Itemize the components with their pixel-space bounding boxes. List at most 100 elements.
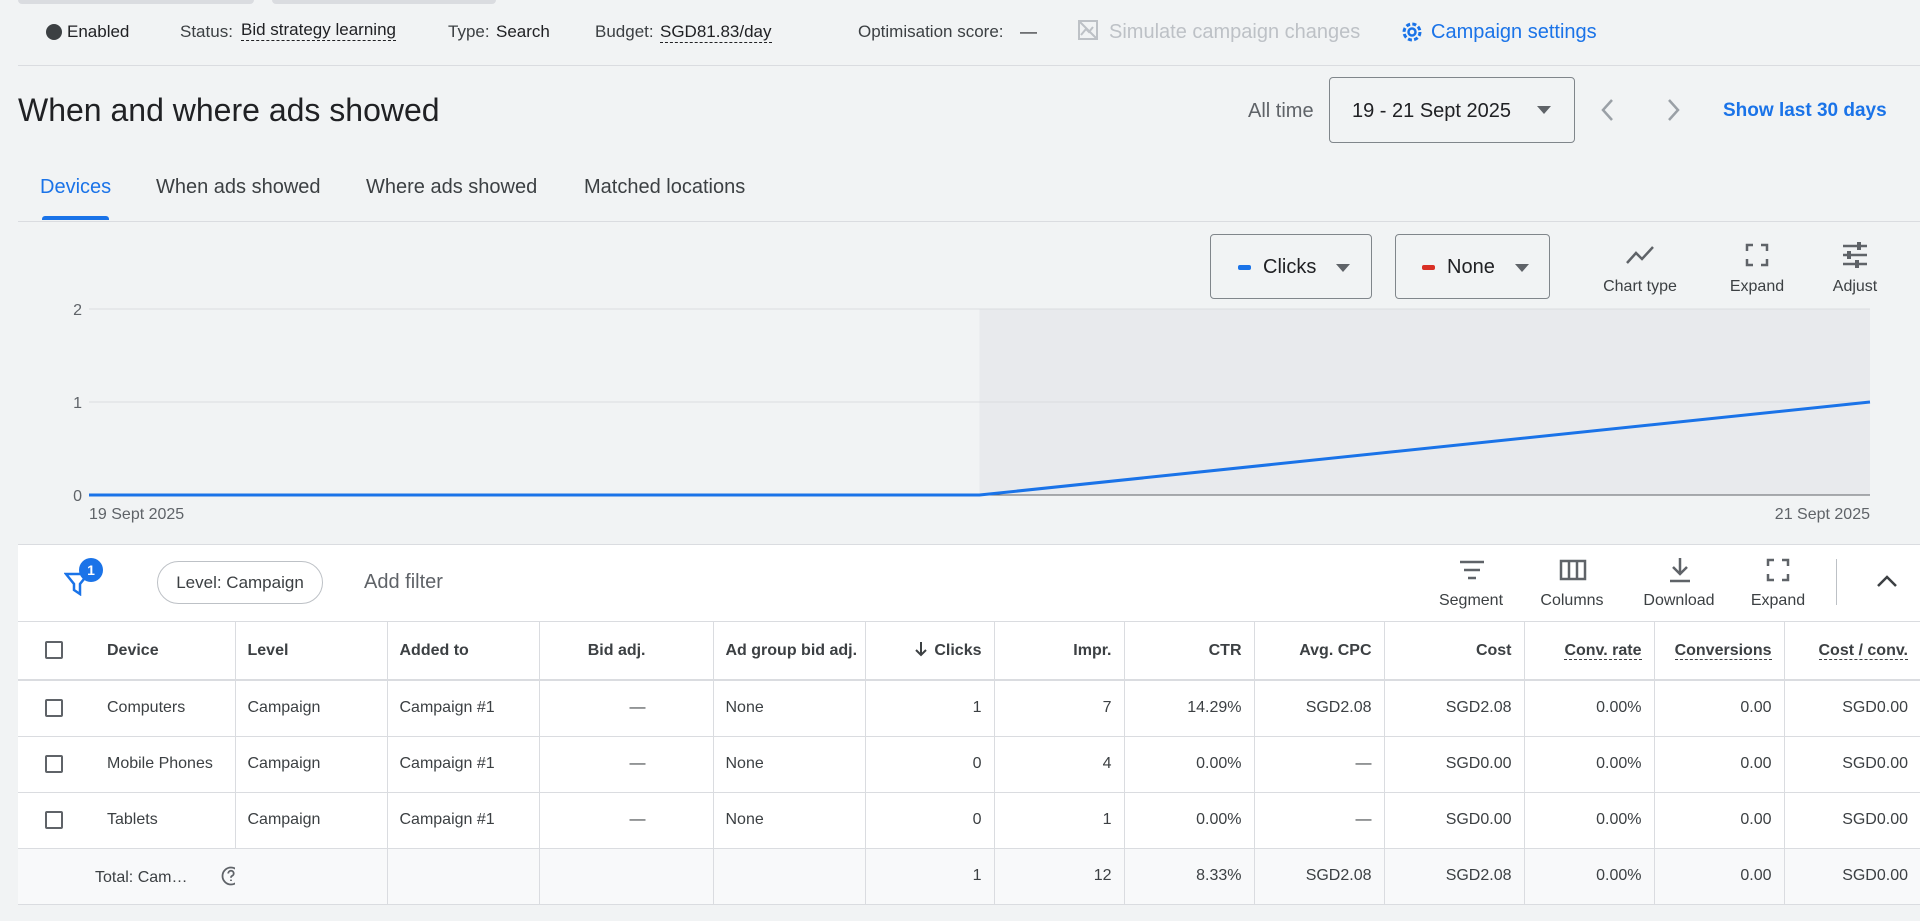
tab[interactable]: Where ads showed: [366, 176, 537, 199]
level-chip[interactable]: Level: Campaign: [157, 561, 323, 604]
expand-icon[interactable]: [1766, 558, 1790, 582]
cell: None: [713, 792, 865, 848]
cell: Campaign #1: [387, 792, 539, 848]
header-label: Conversions: [1675, 642, 1772, 660]
header-label: Bid adj.: [588, 642, 646, 659]
cell: 0.00%: [1124, 736, 1254, 792]
cell: 7: [994, 680, 1124, 736]
column-header[interactable]: Conv. rate: [1524, 622, 1654, 680]
y-tick-label: 1: [73, 395, 82, 412]
budget-label: Budget:: [595, 22, 654, 42]
cell: —: [1254, 736, 1384, 792]
divider: [18, 65, 1920, 66]
sort-icon: [914, 641, 928, 657]
cell: SGD2.08: [1384, 680, 1524, 736]
x-tick-label: 19 Sept 2025: [89, 506, 184, 523]
add-filter[interactable]: Add filter: [364, 571, 443, 594]
prev-period[interactable]: [1598, 98, 1618, 122]
chart-expand[interactable]: Expand: [1702, 278, 1812, 296]
download[interactable]: Download: [1624, 592, 1734, 610]
checkbox[interactable]: [45, 811, 63, 829]
cell: Campaign: [235, 680, 387, 736]
segment[interactable]: Segment: [1416, 592, 1526, 610]
cell: 1: [865, 848, 994, 904]
tab[interactable]: When ads showed: [156, 176, 321, 199]
column-header[interactable]: Device: [90, 622, 235, 680]
checkbox[interactable]: [45, 641, 63, 659]
status-dot: [46, 24, 62, 40]
simulate: Simulate campaign changes: [1109, 21, 1360, 44]
cell: 1: [994, 792, 1124, 848]
column-header[interactable]: Clicks: [865, 622, 994, 680]
date-picker[interactable]: 19 - 21 Sept 2025: [1329, 77, 1575, 143]
cell: 0.00: [1654, 736, 1784, 792]
metric-1-swatch: [1238, 265, 1251, 270]
cell: —: [539, 792, 713, 848]
device-table: DeviceLevel Added to Bid adj. Ad group bid …: [18, 622, 1920, 905]
column-header[interactable]: Impr.: [994, 622, 1124, 680]
cell: —: [539, 736, 713, 792]
column-header[interactable]: Avg. CPC: [1254, 622, 1384, 680]
status-value[interactable]: Bid strategy learning: [241, 20, 396, 41]
metric-1-dropdown[interactable]: Clicks: [1210, 234, 1372, 299]
cell: SGD0.00: [1784, 736, 1920, 792]
metric-2-dropdown[interactable]: None: [1395, 234, 1550, 299]
cell: 0.00: [1654, 680, 1784, 736]
cell: 0.00%: [1124, 792, 1254, 848]
chart-type-icon[interactable]: [1625, 243, 1655, 267]
campaign-settings[interactable]: Campaign settings: [1431, 21, 1597, 44]
optimisation-value: —: [1020, 22, 1037, 42]
adjust-icon[interactable]: [1841, 241, 1869, 269]
checkbox[interactable]: [45, 699, 63, 717]
chart-adjust[interactable]: Adjust: [1800, 278, 1910, 296]
cell: 14.29%: [1124, 680, 1254, 736]
header-row: DeviceLevel Added to Bid adj. Ad group bid …: [18, 622, 1920, 680]
column-header[interactable]: Cost / conv.: [1784, 622, 1920, 680]
tab[interactable]: Matched locations: [584, 176, 745, 199]
cell: Campaign #1: [387, 680, 539, 736]
chart-type[interactable]: Chart type: [1585, 278, 1695, 296]
header-label: Added to: [400, 642, 469, 659]
budget-value[interactable]: SGD81.83/day: [660, 22, 772, 43]
tab[interactable]: Devices: [40, 176, 111, 199]
cell: SGD0.00: [1384, 736, 1524, 792]
cell: Campaign #1: [387, 736, 539, 792]
help-icon[interactable]: [221, 866, 235, 886]
x-tick-label: 21 Sept 2025: [1775, 506, 1870, 523]
metric-2-swatch: [1422, 265, 1435, 270]
cell: Computers: [90, 680, 235, 736]
collapse-icon[interactable]: [1876, 574, 1898, 588]
checkbox-cell: [18, 680, 90, 736]
columns-icon[interactable]: [1559, 558, 1587, 582]
segment-icon[interactable]: [1458, 558, 1486, 582]
header-label: Ad group bid adj.: [726, 642, 858, 659]
column-header[interactable]: Level: [235, 622, 387, 680]
cell: 0.00%: [1524, 848, 1654, 904]
cell: 0.00: [1654, 792, 1784, 848]
settings-icon[interactable]: [1399, 19, 1425, 45]
cell: 0: [865, 792, 994, 848]
table-expand[interactable]: Expand: [1723, 592, 1833, 610]
y-tick-label: 2: [73, 302, 82, 319]
empty-cell: [387, 848, 539, 904]
empty-cell: [539, 848, 713, 904]
expand-icon[interactable]: [1745, 243, 1769, 267]
column-header[interactable]: Bid adj.: [539, 622, 713, 680]
total-row: Total: Cam…1128.33%SGD2.08SGD2.080.00%0.…: [18, 848, 1920, 904]
columns[interactable]: Columns: [1517, 592, 1627, 610]
column-header[interactable]: Cost: [1384, 622, 1524, 680]
column-header[interactable]: CTR: [1124, 622, 1254, 680]
empty-cell: [235, 848, 387, 904]
column-header[interactable]: Added to: [387, 622, 539, 680]
caret: [1536, 105, 1552, 115]
column-header[interactable]: Conversions: [1654, 622, 1784, 680]
enabled[interactable]: Enabled: [67, 22, 129, 42]
checkbox[interactable]: [45, 755, 63, 773]
next-period[interactable]: [1663, 98, 1683, 122]
column-header[interactable]: Ad group bid adj.: [713, 622, 865, 680]
download-icon[interactable]: [1667, 556, 1693, 584]
total-label: Total: Cam…: [95, 869, 187, 886]
show-last-30[interactable]: Show last 30 days: [1723, 100, 1887, 122]
cell: SGD2.08: [1384, 848, 1524, 904]
